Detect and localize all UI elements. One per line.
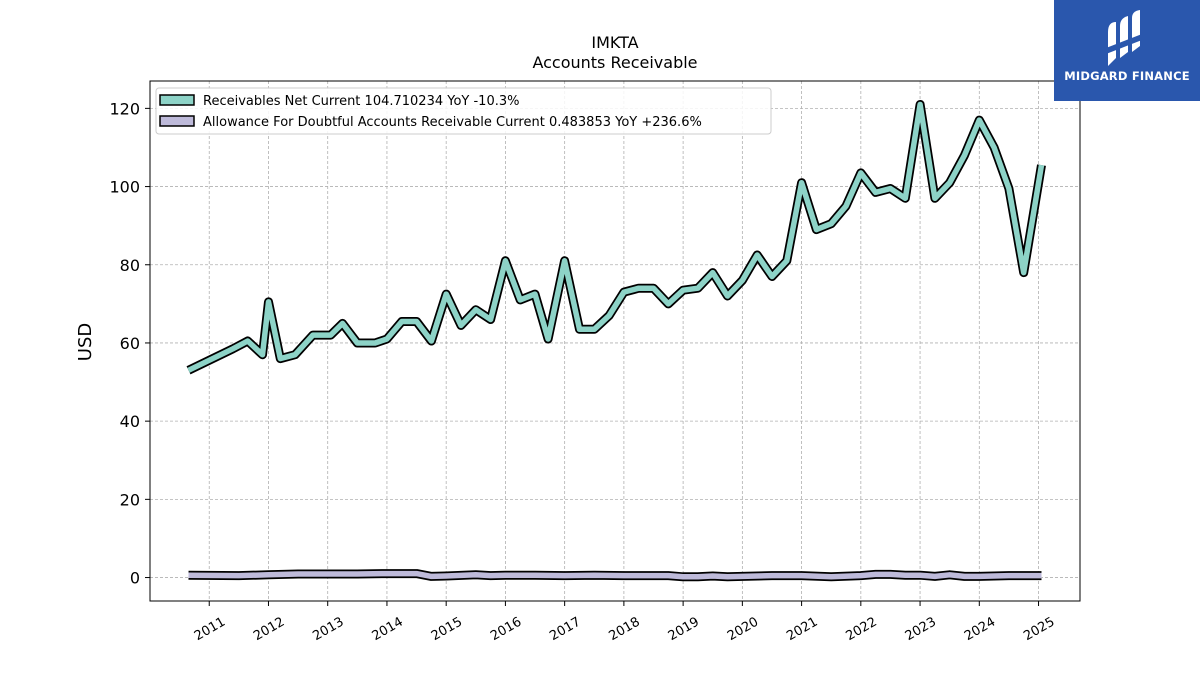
x-tick-label: 2023 xyxy=(903,615,939,645)
plot-frame xyxy=(149,80,1081,602)
x-tick-label: 2016 xyxy=(488,615,524,645)
midgard-logo-icon xyxy=(1106,10,1142,66)
logo-text: MIDGARD FINANCE xyxy=(1064,69,1190,83)
y-tick-label: 20 xyxy=(120,490,140,509)
legend-swatch-0 xyxy=(159,94,195,106)
x-tick-label: 2015 xyxy=(429,615,465,645)
y-tick-label: 60 xyxy=(120,334,140,353)
y-tick-label: 80 xyxy=(120,256,140,275)
y-axis: 0 20 40 60 80 100 120 xyxy=(109,99,150,588)
x-tick-label: 2014 xyxy=(370,615,406,645)
x-tick-label: 2018 xyxy=(607,615,643,645)
x-tick-label: 2024 xyxy=(962,615,998,645)
x-axis: 2011 2012 2013 2014 2015 2016 2017 2018 2019 2020… xyxy=(192,601,1057,644)
x-tick-label: 2020 xyxy=(725,615,761,645)
x-tick-label: 2025 xyxy=(1021,615,1057,645)
y-tick-label: 100 xyxy=(109,178,140,197)
x-tick-label: 2013 xyxy=(310,615,346,645)
x-tick-label: 2021 xyxy=(784,615,820,645)
x-tick-label: 2022 xyxy=(843,615,879,645)
midgard-finance-logo: MIDGARD FINANCE xyxy=(1054,0,1200,101)
series-0-line xyxy=(187,101,1045,373)
legend-box xyxy=(155,87,772,135)
legend: Receivables Net Current 104.710234 YoY -… xyxy=(155,87,772,135)
chart-title: IMKTA xyxy=(591,33,638,52)
legend-label-0: Receivables Net Current 104.710234 YoY -… xyxy=(203,94,519,109)
x-tick-label: 2019 xyxy=(666,615,702,645)
series-lines xyxy=(186,100,1046,582)
x-tick-label: 2011 xyxy=(192,615,228,645)
y-tick-label: 40 xyxy=(120,412,140,431)
legend-swatch-1 xyxy=(159,115,195,127)
series-1-line xyxy=(188,570,1042,580)
legend-label-1: Allowance For Doubtful Accounts Receivab… xyxy=(203,115,702,130)
y-axis-label: USD xyxy=(75,323,96,361)
y-tick-label: 120 xyxy=(109,99,140,118)
y-tick-label: 0 xyxy=(130,569,140,588)
x-tick-label: 2012 xyxy=(251,615,287,645)
chart-subtitle: Accounts Receivable xyxy=(532,53,697,72)
grid-lines xyxy=(150,81,1080,601)
x-tick-label: 2017 xyxy=(547,615,583,645)
